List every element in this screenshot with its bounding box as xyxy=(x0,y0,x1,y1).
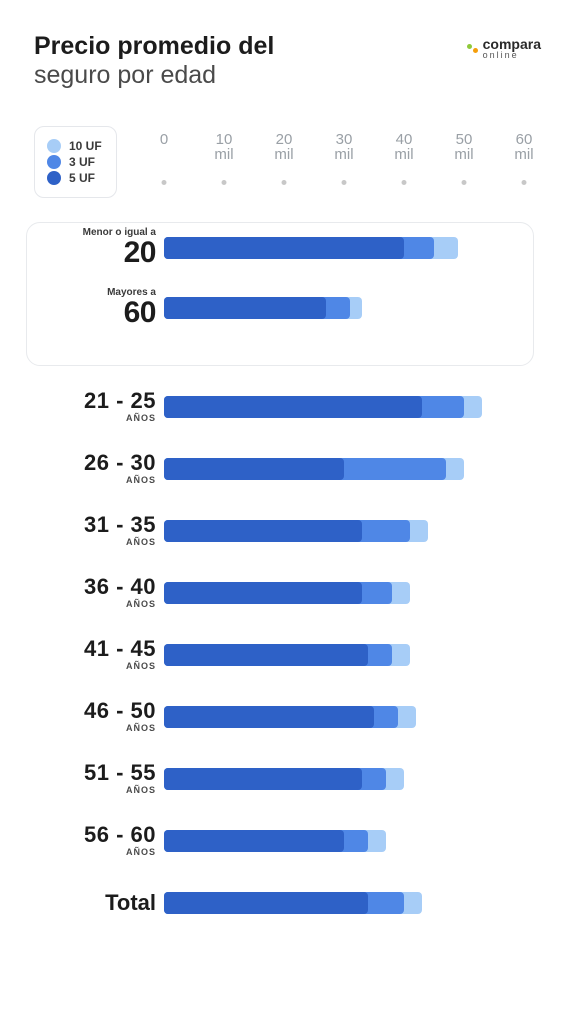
bar-track xyxy=(164,237,524,259)
chart-row: 21 - 25AÑOS xyxy=(164,376,524,438)
bar-segment-uf5 xyxy=(164,582,362,604)
bar-segment-uf5 xyxy=(164,768,362,790)
row-label: 21 - 25AÑOS xyxy=(30,390,156,423)
bar-track xyxy=(164,892,524,914)
chart-row: 51 - 55AÑOS xyxy=(164,748,524,810)
axis-tick: 60mil xyxy=(514,132,533,164)
bar-track xyxy=(164,644,524,666)
bar-segment-uf5 xyxy=(164,644,368,666)
title-line2: seguro por edad xyxy=(34,61,274,90)
row-label: 56 - 60AÑOS xyxy=(30,824,156,857)
row-label: 31 - 35AÑOS xyxy=(30,514,156,547)
axis-tick-dot-icon xyxy=(402,180,407,185)
row-label: Mayores a60 xyxy=(30,288,156,328)
chart-row: 36 - 40AÑOS xyxy=(164,562,524,624)
bar-track xyxy=(164,768,524,790)
brand-sub: online xyxy=(483,51,541,59)
bar-segment-uf5 xyxy=(164,237,404,259)
row-label: 51 - 55AÑOS xyxy=(30,762,156,795)
bar-segment-uf5 xyxy=(164,520,362,542)
axis-tick: 30mil xyxy=(334,132,353,164)
header: Precio promedio del seguro por edad comp… xyxy=(0,0,575,96)
row-label: 46 - 50AÑOS xyxy=(30,700,156,733)
bar-segment-uf5 xyxy=(164,297,326,319)
row-label: 41 - 45AÑOS xyxy=(30,638,156,671)
legend-dot-icon xyxy=(47,155,61,169)
axis-tick-dot-icon xyxy=(522,180,527,185)
bar-segment-uf5 xyxy=(164,396,422,418)
row-label: Menor o igual a20 xyxy=(30,228,156,268)
axis-tick-dot-icon xyxy=(162,180,167,185)
axis-tick: 50mil xyxy=(454,132,473,164)
axis-tick-dot-icon xyxy=(282,180,287,185)
bar-segment-uf5 xyxy=(164,892,368,914)
axis-tick: 0 xyxy=(160,132,168,148)
bar-segment-uf5 xyxy=(164,706,374,728)
bar-track xyxy=(164,830,524,852)
chart: 10 UF 3 UF 5 UF 0 10mil 20mil 30mil 40mil 50mil… xyxy=(34,132,541,934)
row-label: Total xyxy=(30,892,156,914)
bar-segment-uf5 xyxy=(164,830,344,852)
legend: 10 UF 3 UF 5 UF xyxy=(34,126,117,198)
legend-dot-icon xyxy=(47,171,61,185)
bar-track xyxy=(164,520,524,542)
rows-area: Menor o igual a20Mayores a60 21 - 25AÑOS2… xyxy=(164,218,524,934)
chart-row: 41 - 45AÑOS xyxy=(164,624,524,686)
legend-item: 3 UF xyxy=(47,155,102,169)
brand-logo: compara online xyxy=(467,32,541,59)
bar-segment-uf5 xyxy=(164,458,344,480)
chart-row: Total xyxy=(164,872,524,934)
chart-row: Menor o igual a20 xyxy=(164,218,524,278)
legend-dot-icon xyxy=(47,139,61,153)
axis-tick-dot-icon xyxy=(222,180,227,185)
bar-track xyxy=(164,396,524,418)
x-axis: 010mil20mil30mil40mil50mil60mil xyxy=(164,132,524,192)
chart-row: Mayores a60 xyxy=(164,278,524,338)
bar-track xyxy=(164,297,524,319)
plot-area: 010mil20mil30mil40mil50mil60mil Menor o … xyxy=(164,132,524,934)
chart-row: 26 - 30AÑOS xyxy=(164,438,524,500)
legend-item: 5 UF xyxy=(47,171,102,185)
bar-track xyxy=(164,706,524,728)
axis-tick-dot-icon xyxy=(462,180,467,185)
chart-row: 31 - 35AÑOS xyxy=(164,500,524,562)
chart-row: 46 - 50AÑOS xyxy=(164,686,524,748)
brand-dots-icon xyxy=(467,42,479,54)
brand-name: compara xyxy=(483,38,541,51)
title-block: Precio promedio del seguro por edad xyxy=(34,32,274,90)
bar-track xyxy=(164,458,524,480)
bar-track xyxy=(164,582,524,604)
title-line1: Precio promedio del xyxy=(34,32,274,61)
axis-tick: 20mil xyxy=(274,132,293,164)
row-label: 26 - 30AÑOS xyxy=(30,452,156,485)
row-label: 36 - 40AÑOS xyxy=(30,576,156,609)
axis-tick: 40mil xyxy=(394,132,413,164)
legend-label: 10 UF xyxy=(69,139,102,153)
axis-tick-dot-icon xyxy=(342,180,347,185)
legend-label: 3 UF xyxy=(69,155,95,169)
legend-item: 10 UF xyxy=(47,139,102,153)
axis-tick: 10mil xyxy=(214,132,233,164)
chart-row: 56 - 60AÑOS xyxy=(164,810,524,872)
legend-label: 5 UF xyxy=(69,171,95,185)
